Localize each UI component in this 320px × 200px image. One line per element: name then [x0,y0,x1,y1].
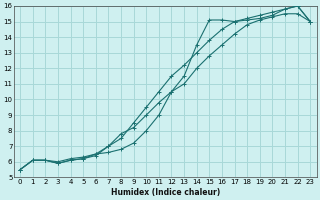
X-axis label: Humidex (Indice chaleur): Humidex (Indice chaleur) [111,188,220,197]
